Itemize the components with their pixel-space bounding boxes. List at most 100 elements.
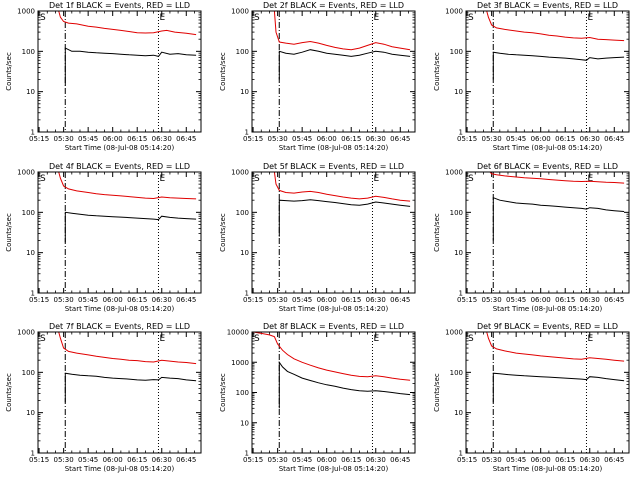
panel-title: Det 5f BLACK = Events, RED = LLD	[263, 162, 404, 171]
end-marker-label: E	[587, 174, 593, 184]
end-marker-label: E	[587, 13, 593, 23]
y-axis-label: Counts/sec	[219, 52, 227, 91]
series-line-events	[492, 196, 625, 241]
x-tick-label: 05:15	[243, 456, 263, 464]
x-tick-label: 05:15	[243, 296, 263, 304]
x-tick-label: 06:30	[580, 296, 600, 304]
x-tick-label: 05:15	[457, 135, 477, 143]
series-line-lld	[58, 11, 197, 36]
y-tick-label: 1	[31, 290, 35, 298]
panel-title: Det 9f BLACK = Events, RED = LLD	[477, 322, 618, 331]
x-tick-label: 05:45	[78, 456, 98, 464]
panel-det-5f: Det 5f BLACK = Events, RED = LLD Counts/s…	[219, 162, 416, 313]
y-tick-label: 1000	[231, 8, 249, 16]
y-axis-label: Counts/sec	[433, 373, 441, 412]
y-tick-label: 1	[245, 450, 249, 458]
x-axis-label: Start Time (08-Jul-08 05:14:20)	[493, 144, 603, 152]
y-tick-label: 10	[240, 249, 249, 257]
y-tick-label: 100	[236, 389, 249, 397]
panel-title: Det 6f BLACK = Events, RED = LLD	[477, 162, 618, 171]
y-tick-label: 1	[245, 290, 249, 298]
x-tick-label: 06:45	[390, 135, 410, 143]
x-tick-label: 05:15	[29, 296, 49, 304]
y-tick-label: 10	[26, 249, 35, 257]
end-marker-label: E	[373, 13, 379, 23]
x-tick-label: 05:45	[78, 135, 98, 143]
x-tick-label: 06:00	[103, 296, 123, 304]
start-marker-label: S	[468, 13, 474, 23]
x-tick-label: 05:15	[457, 296, 477, 304]
y-axis-label: Counts/sec	[219, 213, 227, 252]
panel-det-7f: Det 7f BLACK = Events, RED = LLD Counts/s…	[5, 322, 202, 473]
x-tick-label: 05:15	[29, 135, 49, 143]
x-tick-label: 06:15	[127, 296, 147, 304]
y-axis-label: Counts/sec	[433, 213, 441, 252]
y-tick-label: 10	[26, 409, 35, 417]
y-axis-label: Counts/sec	[5, 213, 13, 252]
x-tick-label: 06:45	[604, 456, 624, 464]
x-tick-label: 06:00	[317, 456, 337, 464]
x-tick-label: 06:30	[366, 296, 386, 304]
x-tick-label: 06:30	[366, 135, 386, 143]
x-tick-label: 06:00	[317, 135, 337, 143]
x-tick-label: 06:00	[103, 456, 123, 464]
x-tick-label: 05:30	[268, 456, 288, 464]
y-tick-label: 10000	[227, 329, 249, 337]
panel-title: Det 3f BLACK = Events, RED = LLD	[477, 1, 618, 10]
x-tick-label: 05:45	[506, 135, 526, 143]
y-tick-label: 1000	[17, 169, 35, 177]
x-tick-label: 06:15	[127, 135, 147, 143]
x-tick-label: 06:00	[103, 135, 123, 143]
end-marker-label: E	[159, 334, 165, 344]
x-tick-label: 05:45	[292, 456, 312, 464]
start-marker-label: S	[468, 334, 474, 344]
x-tick-label: 06:45	[390, 296, 410, 304]
x-tick-label: 05:45	[506, 456, 526, 464]
plot-frame	[37, 171, 202, 294]
y-tick-label: 10	[454, 409, 463, 417]
y-tick-label: 1	[459, 450, 463, 458]
plot-frame	[465, 331, 630, 454]
y-axis-label: Counts/sec	[433, 52, 441, 91]
plot-frame	[37, 331, 202, 454]
start-marker-label: S	[40, 13, 46, 23]
x-tick-label: 06:30	[152, 456, 172, 464]
x-tick-label: 05:30	[54, 456, 74, 464]
y-tick-label: 100	[236, 209, 249, 217]
y-tick-label: 1	[459, 129, 463, 137]
x-tick-label: 05:45	[78, 296, 98, 304]
x-tick-label: 06:00	[531, 296, 551, 304]
x-tick-label: 06:00	[531, 456, 551, 464]
start-marker-label: S	[254, 13, 260, 23]
x-tick-label: 05:30	[54, 135, 74, 143]
y-tick-label: 100	[236, 48, 249, 56]
x-tick-label: 06:15	[127, 456, 147, 464]
end-marker-label: E	[159, 13, 165, 23]
series-line-events	[64, 372, 197, 403]
x-axis-label: Start Time (08-Jul-08 05:14:20)	[65, 144, 175, 152]
panel-title: Det 2f BLACK = Events, RED = LLD	[263, 1, 404, 10]
series-line-events	[278, 360, 411, 409]
x-tick-label: 06:45	[390, 456, 410, 464]
y-axis-label: Counts/sec	[5, 52, 13, 91]
panel-det-3f: Det 3f BLACK = Events, RED = LLD Counts/s…	[433, 1, 630, 152]
series-line-lld	[58, 332, 197, 365]
series-line-lld	[253, 332, 411, 381]
y-tick-label: 1000	[231, 359, 249, 367]
x-axis-label: Start Time (08-Jul-08 05:14:20)	[493, 465, 603, 473]
x-tick-label: 05:30	[54, 296, 74, 304]
panel-title: Det 7f BLACK = Events, RED = LLD	[49, 322, 190, 331]
x-axis-label: Start Time (08-Jul-08 05:14:20)	[279, 305, 389, 313]
x-tick-label: 06:00	[317, 296, 337, 304]
plot-frame	[465, 171, 630, 294]
y-tick-label: 10	[240, 419, 249, 427]
panel-title: Det 4f BLACK = Events, RED = LLD	[49, 162, 190, 171]
x-tick-label: 05:45	[292, 296, 312, 304]
y-tick-label: 1	[31, 450, 35, 458]
y-tick-label: 100	[22, 209, 35, 217]
y-tick-label: 1000	[445, 169, 463, 177]
x-axis-label: Start Time (08-Jul-08 05:14:20)	[65, 465, 175, 473]
start-marker-label: S	[40, 334, 46, 344]
